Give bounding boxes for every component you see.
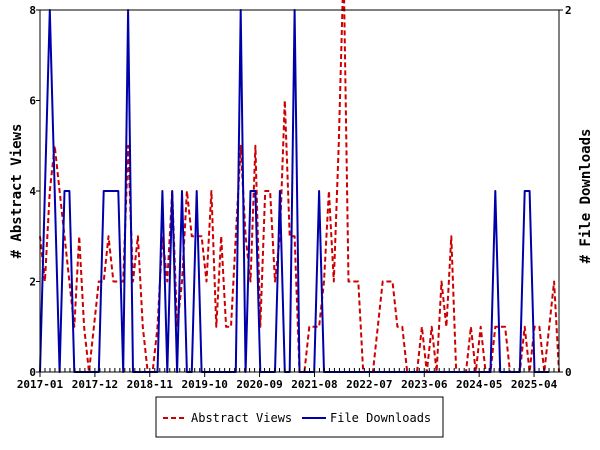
legend-label-file-downloads: File Downloads bbox=[330, 411, 431, 425]
x-axis-ticks: 2017-01 2017-12 2018-11 2019-10 2020-09 2021-… bbox=[17, 368, 560, 391]
y-left-tick-label: 4 bbox=[29, 185, 36, 198]
y-left-axis-title: # Abstract Views bbox=[9, 124, 25, 259]
series-layer bbox=[39, 0, 560, 373]
legend-label-abstract-views: Abstract Views bbox=[191, 411, 292, 425]
y-left-tick-label: 6 bbox=[29, 95, 36, 108]
x-tick-label: 2021-08 bbox=[291, 378, 337, 391]
x-tick-label: 2022-07 bbox=[346, 378, 392, 391]
y-left-tick-label: 8 bbox=[29, 4, 36, 17]
x-tick-label: 2017-12 bbox=[72, 378, 118, 391]
x-tick-label: 2018-11 bbox=[127, 378, 174, 391]
y-right-axis-title: # File Downloads bbox=[578, 129, 594, 264]
series-line-file-downloads bbox=[39, 9, 550, 373]
x-tick-label: 2017-01 bbox=[17, 378, 64, 391]
y-left-tick-label: 0 bbox=[29, 366, 36, 379]
y-left-axis-ticks: 0 2 4 6 8 bbox=[29, 4, 40, 379]
y-left-tick-label: 2 bbox=[29, 276, 36, 289]
y-right-axis-ticks: 02 bbox=[559, 4, 572, 379]
y-right-tick-label: 0 bbox=[565, 366, 572, 379]
legend: Abstract Views File Downloads bbox=[155, 396, 444, 438]
x-tick-label: 2024-05 bbox=[456, 378, 502, 391]
x-tick-label: 2023-06 bbox=[401, 378, 448, 391]
x-tick-label: 2019-10 bbox=[182, 378, 228, 391]
x-tick-label: 2020-09 bbox=[236, 378, 282, 391]
x-tick-label: 2025-04 bbox=[511, 378, 558, 391]
legend-box bbox=[155, 396, 444, 438]
y-right-tick-label: 2 bbox=[565, 4, 572, 17]
